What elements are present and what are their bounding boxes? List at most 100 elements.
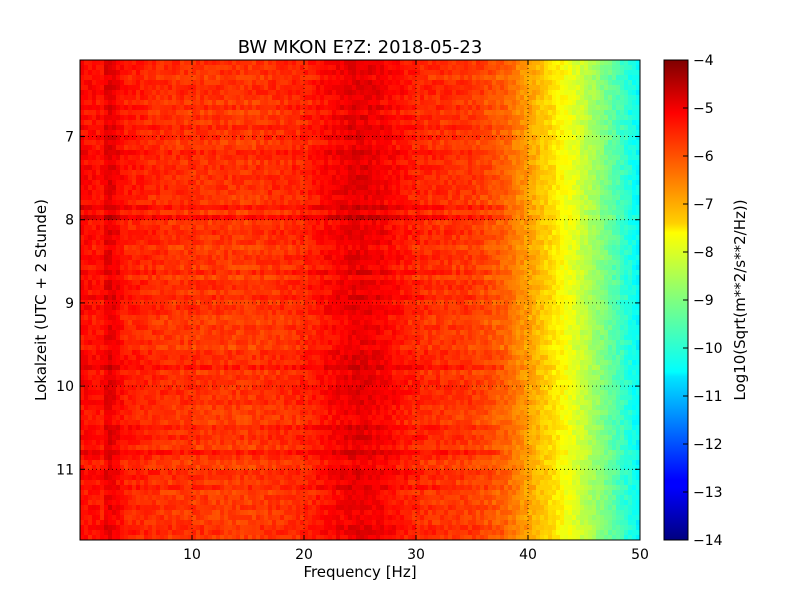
heatmap-cell bbox=[616, 175, 621, 181]
heatmap-cell bbox=[392, 220, 397, 226]
heatmap-cell bbox=[344, 145, 349, 151]
heatmap-cell bbox=[200, 185, 205, 191]
heatmap-cell bbox=[432, 235, 437, 241]
heatmap-cell bbox=[312, 230, 317, 236]
heatmap-cell bbox=[280, 180, 285, 186]
heatmap-cell bbox=[600, 110, 605, 116]
heatmap-cell bbox=[532, 200, 537, 206]
heatmap-cell bbox=[432, 130, 437, 136]
heatmap-cell bbox=[288, 145, 293, 151]
heatmap-cell bbox=[380, 160, 385, 166]
heatmap-cell bbox=[532, 80, 537, 86]
heatmap-cell bbox=[420, 185, 425, 191]
heatmap-cell bbox=[536, 190, 541, 196]
heatmap-cell bbox=[400, 185, 405, 191]
heatmap-cell bbox=[532, 60, 537, 66]
heatmap-cell bbox=[452, 85, 457, 91]
heatmap-cell bbox=[352, 120, 357, 126]
heatmap-cell bbox=[324, 190, 329, 196]
heatmap-cell bbox=[208, 95, 213, 101]
heatmap-cell bbox=[420, 125, 425, 131]
heatmap-cell bbox=[448, 210, 453, 216]
heatmap-cell bbox=[168, 60, 173, 66]
heatmap-cell bbox=[396, 80, 401, 86]
heatmap-cell bbox=[536, 180, 541, 186]
heatmap-cell bbox=[436, 85, 441, 91]
heatmap-cell bbox=[492, 220, 497, 226]
heatmap-cell bbox=[232, 110, 237, 116]
heatmap-cell bbox=[464, 70, 469, 76]
heatmap-cell bbox=[256, 85, 261, 91]
heatmap-cell bbox=[376, 150, 381, 156]
heatmap-cell bbox=[136, 210, 141, 216]
heatmap-cell bbox=[388, 150, 393, 156]
heatmap-cell bbox=[356, 205, 361, 211]
heatmap-cell bbox=[424, 125, 429, 131]
heatmap-cell bbox=[636, 120, 641, 126]
heatmap-cell bbox=[172, 165, 177, 171]
heatmap-cell bbox=[488, 95, 493, 101]
heatmap-cell bbox=[208, 170, 213, 176]
heatmap-cell bbox=[448, 120, 453, 126]
heatmap-cell bbox=[196, 175, 201, 181]
heatmap-cell bbox=[588, 160, 593, 166]
heatmap-cell bbox=[508, 225, 513, 231]
heatmap-cell bbox=[512, 225, 517, 231]
heatmap-cell bbox=[272, 165, 277, 171]
heatmap-cell bbox=[572, 205, 577, 211]
heatmap-cell bbox=[120, 125, 125, 131]
heatmap-cell bbox=[244, 155, 249, 161]
heatmap-cell bbox=[384, 230, 389, 236]
heatmap-cell bbox=[252, 115, 257, 121]
heatmap-cell bbox=[592, 185, 597, 191]
heatmap-cell bbox=[92, 80, 97, 86]
heatmap-cell bbox=[88, 225, 93, 231]
heatmap-cell bbox=[244, 190, 249, 196]
heatmap-cell bbox=[188, 195, 193, 201]
heatmap-cell bbox=[288, 135, 293, 141]
heatmap-cell bbox=[484, 195, 489, 201]
heatmap-cell bbox=[540, 150, 545, 156]
heatmap-cell bbox=[192, 220, 197, 226]
heatmap-cell bbox=[452, 155, 457, 161]
heatmap-cell bbox=[216, 190, 221, 196]
heatmap-cell bbox=[480, 160, 485, 166]
heatmap-cell bbox=[88, 170, 93, 176]
heatmap-cell bbox=[288, 200, 293, 206]
heatmap-cell bbox=[352, 130, 357, 136]
heatmap-cell bbox=[104, 155, 109, 161]
heatmap-cell bbox=[548, 125, 553, 131]
heatmap-cell bbox=[520, 120, 525, 126]
heatmap-cell bbox=[384, 85, 389, 91]
heatmap-cell bbox=[108, 100, 113, 106]
heatmap-cell bbox=[220, 200, 225, 206]
heatmap-cell bbox=[508, 70, 513, 76]
heatmap-cell bbox=[468, 165, 473, 171]
heatmap-cell bbox=[144, 60, 149, 66]
heatmap-cell bbox=[300, 125, 305, 131]
heatmap-cell bbox=[164, 70, 169, 76]
heatmap-cell bbox=[628, 215, 633, 221]
heatmap-cell bbox=[524, 190, 529, 196]
heatmap-cell bbox=[632, 215, 637, 221]
heatmap-cell bbox=[252, 205, 257, 211]
heatmap-cell bbox=[604, 175, 609, 181]
heatmap-cell bbox=[152, 135, 157, 141]
heatmap-cell bbox=[548, 70, 553, 76]
heatmap-cell bbox=[364, 85, 369, 91]
heatmap-cell bbox=[592, 175, 597, 181]
heatmap-cell bbox=[632, 230, 637, 236]
heatmap-cell bbox=[408, 85, 413, 91]
heatmap-cell bbox=[308, 160, 313, 166]
heatmap-cell bbox=[376, 145, 381, 151]
heatmap-cell bbox=[268, 210, 273, 216]
heatmap-cell bbox=[276, 185, 281, 191]
heatmap-cell bbox=[224, 75, 229, 81]
heatmap-cell bbox=[500, 80, 505, 86]
heatmap-cell bbox=[488, 130, 493, 136]
heatmap-cell bbox=[364, 220, 369, 226]
heatmap-cell bbox=[356, 175, 361, 181]
heatmap-cell bbox=[544, 215, 549, 221]
heatmap-cell bbox=[548, 155, 553, 161]
heatmap-cell bbox=[120, 65, 125, 71]
